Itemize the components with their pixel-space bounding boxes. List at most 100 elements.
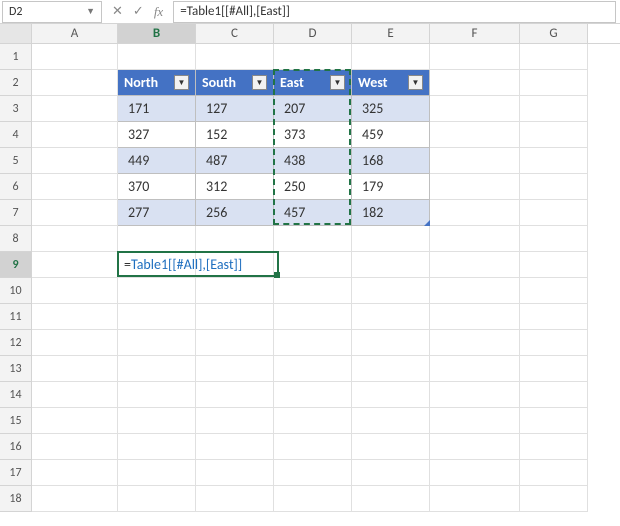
cell[interactable] bbox=[352, 434, 430, 460]
cell[interactable]: 182 bbox=[352, 200, 430, 226]
cell[interactable] bbox=[196, 434, 274, 460]
cell[interactable] bbox=[520, 44, 588, 70]
cancel-icon[interactable]: ✕ bbox=[112, 4, 123, 19]
cell[interactable] bbox=[196, 304, 274, 330]
name-box-dropdown-icon[interactable]: ▼ bbox=[86, 6, 95, 17]
row-header[interactable]: 16 bbox=[0, 434, 32, 460]
cell[interactable] bbox=[32, 304, 118, 330]
cell[interactable] bbox=[520, 382, 588, 408]
cell[interactable]: East▼ bbox=[274, 70, 352, 96]
cell[interactable]: 325 bbox=[352, 96, 430, 122]
cell[interactable] bbox=[430, 460, 520, 486]
cell[interactable] bbox=[196, 356, 274, 382]
cell[interactable] bbox=[118, 278, 196, 304]
col-header-F[interactable]: F bbox=[430, 24, 520, 43]
cell[interactable]: 438 bbox=[274, 148, 352, 174]
cell[interactable] bbox=[520, 122, 588, 148]
cell[interactable]: 168 bbox=[352, 148, 430, 174]
fx-icon[interactable]: fx bbox=[154, 4, 163, 20]
row-header[interactable]: 8 bbox=[0, 226, 32, 252]
cell[interactable] bbox=[274, 356, 352, 382]
cell[interactable] bbox=[352, 252, 430, 278]
confirm-icon[interactable]: ✓ bbox=[133, 4, 144, 19]
cell[interactable] bbox=[32, 226, 118, 252]
cell[interactable] bbox=[430, 174, 520, 200]
row-header[interactable]: 17 bbox=[0, 460, 32, 486]
cell[interactable]: 179 bbox=[352, 174, 430, 200]
cell[interactable]: 250 bbox=[274, 174, 352, 200]
cell[interactable] bbox=[196, 408, 274, 434]
row-header[interactable]: 4 bbox=[0, 122, 32, 148]
cell[interactable] bbox=[118, 460, 196, 486]
cell[interactable] bbox=[430, 44, 520, 70]
cell[interactable] bbox=[430, 408, 520, 434]
cell[interactable] bbox=[520, 200, 588, 226]
filter-dropdown-icon[interactable]: ▼ bbox=[330, 75, 345, 90]
cell[interactable] bbox=[430, 330, 520, 356]
cell[interactable] bbox=[274, 226, 352, 252]
cell[interactable]: 449 bbox=[118, 148, 196, 174]
cell[interactable] bbox=[352, 330, 430, 356]
cell[interactable]: =Table1[[#All],[East]] bbox=[118, 252, 196, 278]
cell[interactable] bbox=[196, 486, 274, 512]
cell[interactable] bbox=[352, 486, 430, 512]
row-header[interactable]: 11 bbox=[0, 304, 32, 330]
cell[interactable]: 127 bbox=[196, 96, 274, 122]
row-header[interactable]: 1 bbox=[0, 44, 32, 70]
cell[interactable] bbox=[520, 226, 588, 252]
cell[interactable]: 256 bbox=[196, 200, 274, 226]
row-header[interactable]: 2 bbox=[0, 70, 32, 96]
col-header-D[interactable]: D bbox=[274, 24, 352, 43]
cell[interactable] bbox=[32, 382, 118, 408]
cell[interactable] bbox=[520, 96, 588, 122]
cell[interactable] bbox=[352, 356, 430, 382]
cell[interactable] bbox=[430, 304, 520, 330]
cell[interactable] bbox=[118, 434, 196, 460]
cell[interactable] bbox=[430, 200, 520, 226]
cell[interactable] bbox=[32, 460, 118, 486]
row-header[interactable]: 13 bbox=[0, 356, 32, 382]
row-header[interactable]: 14 bbox=[0, 382, 32, 408]
cell[interactable] bbox=[430, 486, 520, 512]
cell[interactable] bbox=[32, 148, 118, 174]
cell[interactable] bbox=[32, 434, 118, 460]
cell[interactable] bbox=[32, 200, 118, 226]
cell[interactable] bbox=[430, 434, 520, 460]
cell[interactable] bbox=[520, 486, 588, 512]
col-header-C[interactable]: C bbox=[196, 24, 274, 43]
cell[interactable] bbox=[430, 122, 520, 148]
cell[interactable] bbox=[118, 356, 196, 382]
cell[interactable]: 312 bbox=[196, 174, 274, 200]
cell[interactable] bbox=[430, 278, 520, 304]
cell[interactable] bbox=[32, 70, 118, 96]
cell[interactable] bbox=[430, 148, 520, 174]
col-header-G[interactable]: G bbox=[520, 24, 588, 43]
cell[interactable] bbox=[430, 96, 520, 122]
cell[interactable]: 277 bbox=[118, 200, 196, 226]
cell[interactable] bbox=[352, 460, 430, 486]
cell[interactable]: 487 bbox=[196, 148, 274, 174]
cell[interactable] bbox=[274, 252, 352, 278]
cell[interactable] bbox=[430, 356, 520, 382]
col-header-E[interactable]: E bbox=[352, 24, 430, 43]
cell[interactable]: South▼ bbox=[196, 70, 274, 96]
row-header[interactable]: 12 bbox=[0, 330, 32, 356]
cell[interactable] bbox=[520, 434, 588, 460]
cell[interactable] bbox=[196, 226, 274, 252]
row-header[interactable]: 18 bbox=[0, 486, 32, 512]
cell[interactable] bbox=[520, 252, 588, 278]
cell[interactable] bbox=[430, 382, 520, 408]
cell[interactable] bbox=[196, 44, 274, 70]
cell[interactable]: 373 bbox=[274, 122, 352, 148]
cell[interactable] bbox=[118, 408, 196, 434]
cell[interactable]: 327 bbox=[118, 122, 196, 148]
cell[interactable] bbox=[352, 408, 430, 434]
row-header[interactable]: 15 bbox=[0, 408, 32, 434]
cell[interactable]: 457 bbox=[274, 200, 352, 226]
cell[interactable] bbox=[520, 70, 588, 96]
row-header[interactable]: 5 bbox=[0, 148, 32, 174]
cell[interactable] bbox=[430, 252, 520, 278]
col-header-A[interactable]: A bbox=[32, 24, 118, 43]
cell[interactable] bbox=[118, 304, 196, 330]
cell[interactable] bbox=[274, 304, 352, 330]
